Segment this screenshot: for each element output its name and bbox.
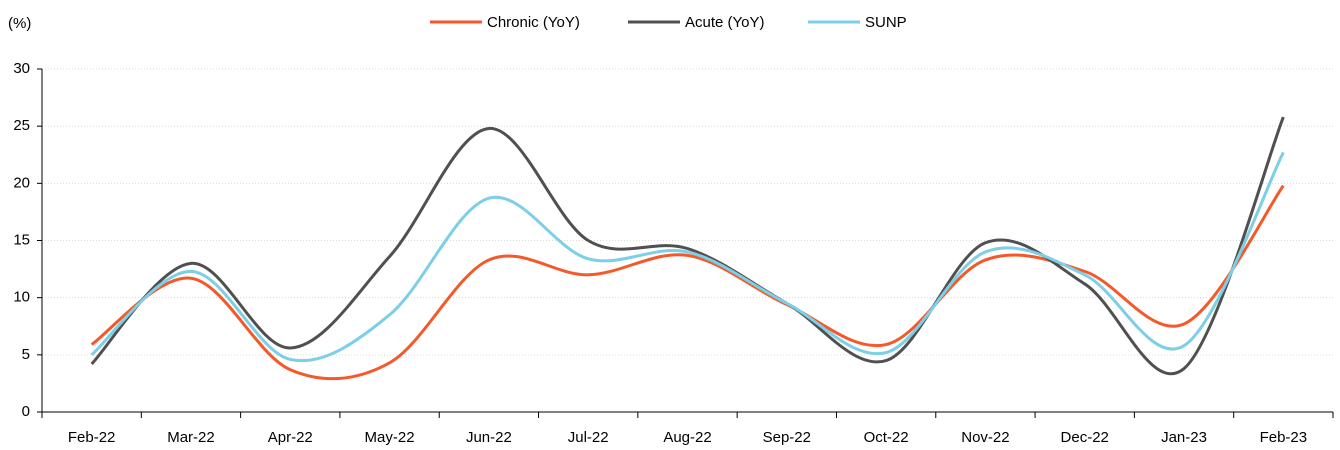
legend-label: SUNP xyxy=(865,14,907,31)
y-tick-label: 5 xyxy=(22,346,30,363)
x-tick-label: Feb-22 xyxy=(68,429,116,446)
x-tick-label: Oct-22 xyxy=(864,429,909,446)
y-tick-label: 0 xyxy=(22,403,30,420)
y-tick-label: 30 xyxy=(13,60,30,77)
y-unit-label: (%) xyxy=(8,15,31,32)
x-tick-label: Jul-22 xyxy=(568,429,609,446)
legend-label: Chronic (YoY) xyxy=(487,14,580,31)
line-series xyxy=(90,116,1285,376)
x-tick-label: Feb-23 xyxy=(1260,429,1308,446)
x-tick-label: Nov-22 xyxy=(961,429,1009,446)
x-tick-label: Jan-23 xyxy=(1161,429,1207,446)
x-tick-label: Jun-22 xyxy=(466,429,512,446)
x-tick-label: Sep-22 xyxy=(763,429,811,446)
x-tick-label: Mar-22 xyxy=(167,429,215,446)
legend-label: Acute (YoY) xyxy=(685,14,765,31)
y-tick-label: 10 xyxy=(13,289,30,306)
x-tick-label: May-22 xyxy=(365,429,415,446)
x-tick-label: Aug-22 xyxy=(663,429,711,446)
y-tick-label: 15 xyxy=(13,231,30,248)
x-tick-label: Dec-22 xyxy=(1061,429,1109,446)
y-tick-label: 25 xyxy=(13,117,30,134)
line-series xyxy=(90,151,1285,363)
line-series xyxy=(90,184,1285,381)
y-tick-label: 20 xyxy=(13,174,30,191)
x-tick-label: Apr-22 xyxy=(268,429,313,446)
